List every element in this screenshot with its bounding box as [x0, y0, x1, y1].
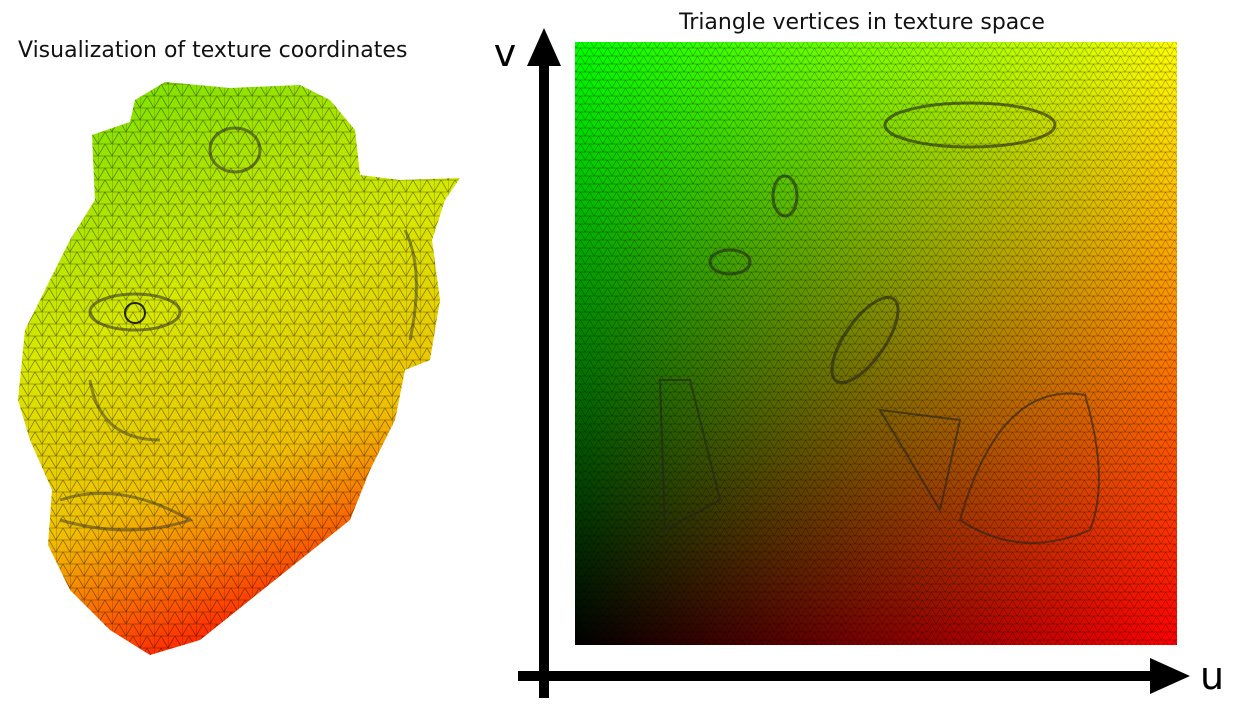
u-axis-label: u	[1200, 654, 1224, 698]
left-title: Visualization of texture coordinates	[18, 38, 407, 63]
face-render	[18, 82, 460, 655]
v-axis-label: v	[494, 31, 517, 75]
right-title: Triangle vertices in texture space	[678, 10, 1045, 35]
uv-map	[575, 42, 1177, 645]
axes	[518, 28, 1190, 698]
